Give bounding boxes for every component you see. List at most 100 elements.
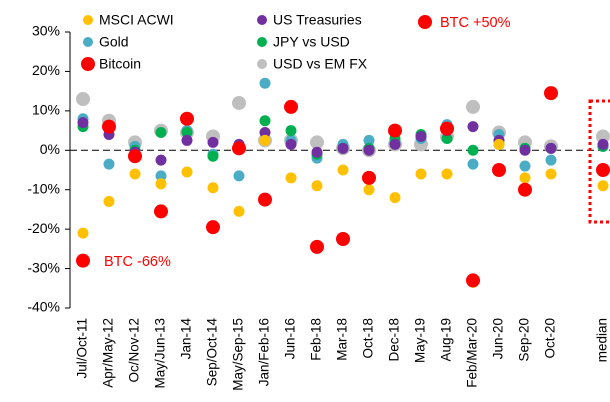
annotation-marker xyxy=(418,15,432,29)
dot xyxy=(232,141,246,156)
x-tick-label: Jun-20 xyxy=(491,318,506,359)
y-tick-label: -40% xyxy=(27,299,60,315)
x-tick-label: May/Sep-15 xyxy=(231,318,246,391)
dot xyxy=(467,144,479,156)
legend-marker xyxy=(257,15,267,25)
dot xyxy=(129,168,141,180)
dot xyxy=(155,170,167,182)
y-tick-label: -10% xyxy=(27,180,60,196)
legend-label: USD vs EM FX xyxy=(273,56,368,72)
dot xyxy=(519,172,531,184)
dot xyxy=(545,154,557,166)
x-tick-label: Aug-19 xyxy=(439,318,454,362)
dot xyxy=(466,99,480,114)
dot xyxy=(76,92,90,107)
dot xyxy=(259,127,271,139)
dot xyxy=(310,135,324,150)
dot xyxy=(597,138,609,150)
x-tick-label: Jan/Feb-16 xyxy=(257,318,272,386)
dot xyxy=(233,205,245,217)
dot xyxy=(467,121,479,133)
dot xyxy=(363,134,375,146)
dot xyxy=(467,158,479,170)
x-tick-label: May/Jun-13 xyxy=(153,318,168,389)
dot xyxy=(259,115,271,127)
x-tick-label: Feb/Mar-20 xyxy=(465,318,480,388)
dot xyxy=(181,134,193,146)
legend-label: Bitcoin xyxy=(99,56,141,72)
dot xyxy=(232,95,246,110)
dot xyxy=(155,178,167,190)
dot xyxy=(415,168,427,180)
x-tick-label: Oc/Nov-12 xyxy=(127,318,142,383)
dot xyxy=(519,160,531,172)
y-tick-label: -20% xyxy=(27,220,60,236)
x-tick-label: Jul/Oct-11 xyxy=(75,318,90,379)
x-tick-label: Mar-18 xyxy=(335,318,350,361)
dot xyxy=(544,86,558,101)
x-tick-label: May-19 xyxy=(413,318,428,363)
dot xyxy=(311,146,323,158)
dot xyxy=(77,117,89,129)
dot xyxy=(492,163,506,177)
x-tick-label: Dec-18 xyxy=(387,318,402,362)
y-tick-label: 20% xyxy=(32,62,60,78)
dot xyxy=(363,184,375,196)
dot xyxy=(207,136,219,148)
dot xyxy=(441,168,453,180)
dot xyxy=(389,138,401,150)
highlight-box xyxy=(588,99,610,224)
x-tick-label: Sep-20 xyxy=(517,318,532,362)
y-tick-label: 0% xyxy=(40,141,60,157)
dot xyxy=(466,273,480,288)
x-tick-label: median xyxy=(595,318,610,362)
dot xyxy=(154,204,168,219)
plot: -40% -30% -20% -10% 0% 10% 20% 30% Jul/Oct-11 Apr… xyxy=(27,23,610,391)
dot xyxy=(545,142,557,154)
legend-marker xyxy=(257,37,267,47)
dot xyxy=(285,125,297,137)
x-tick-label: Oct-20 xyxy=(543,318,558,359)
legend-marker xyxy=(83,37,93,47)
dot xyxy=(103,196,115,208)
x-tick-label: Apr/May-12 xyxy=(101,318,116,388)
dot xyxy=(285,172,297,184)
dot xyxy=(207,150,219,162)
legend: USD vs EM FX Gold JPY vs USD US Treasuries M… xyxy=(81,12,368,72)
dot xyxy=(181,166,193,178)
dot xyxy=(597,180,609,192)
dot xyxy=(545,168,557,180)
dot xyxy=(388,123,402,138)
dot xyxy=(233,170,245,182)
dot xyxy=(259,77,271,89)
dot xyxy=(76,253,90,268)
dot xyxy=(415,130,427,142)
x-tick-label: Oct-18 xyxy=(361,318,376,359)
dot xyxy=(128,149,142,164)
x-tick-label: Feb-18 xyxy=(309,318,324,361)
dot xyxy=(441,132,453,144)
dot xyxy=(362,170,376,185)
annotation: BTC -66% xyxy=(104,254,171,270)
dot xyxy=(310,239,324,254)
dot xyxy=(258,192,272,207)
legend-marker xyxy=(81,57,95,71)
dot xyxy=(259,134,271,146)
dot xyxy=(102,119,116,134)
dot xyxy=(596,129,610,144)
dot xyxy=(77,227,89,239)
dot xyxy=(311,180,323,192)
dot xyxy=(206,220,220,235)
dot xyxy=(518,182,532,197)
dot xyxy=(363,144,375,156)
dot xyxy=(337,142,349,154)
legend-label: US Treasuries xyxy=(273,12,362,28)
dot xyxy=(181,127,193,139)
x-tick-label: Jun-16 xyxy=(283,318,298,359)
dot xyxy=(596,163,610,177)
y-tick-label: -30% xyxy=(27,259,60,275)
dot xyxy=(336,232,350,246)
legend-label: JPY vs USD xyxy=(273,34,350,50)
dot xyxy=(103,158,115,170)
